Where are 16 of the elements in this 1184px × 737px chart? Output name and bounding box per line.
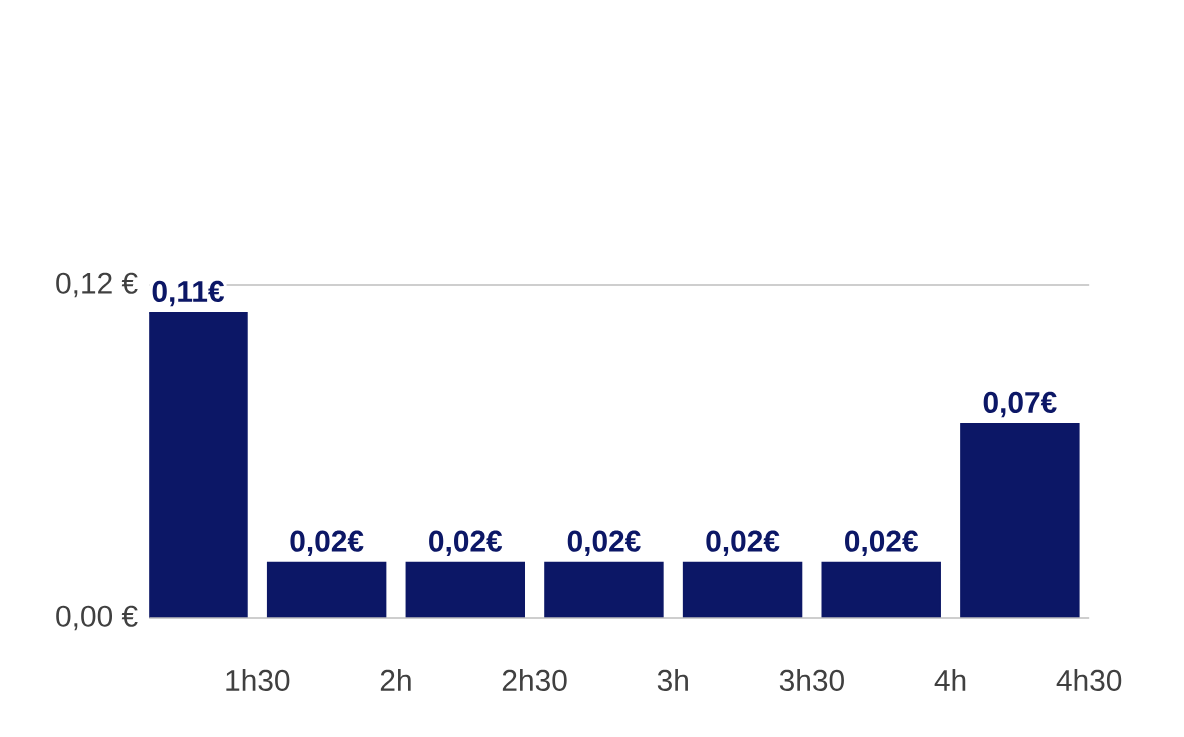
x-tick-label: 4h xyxy=(934,669,966,691)
x-tick-label: 2h30 xyxy=(502,669,567,691)
data-label: 0,11€ xyxy=(152,280,225,307)
data-label: 0,02€ xyxy=(290,530,364,557)
x-tick-label: 3h30 xyxy=(779,669,844,691)
x-tick-label: 4h30 xyxy=(1056,669,1122,691)
data-label: 0,07€ xyxy=(983,391,1057,418)
y-tick-label: 0,00 € xyxy=(56,605,138,631)
y-tick-label: 0,12 € xyxy=(56,272,138,298)
data-label: 0,02€ xyxy=(567,530,641,557)
x-tick-label: 2h xyxy=(380,669,411,691)
data-label: 0,02€ xyxy=(706,530,780,557)
x-tick-label: 3h xyxy=(657,669,688,691)
data-label: 0,02€ xyxy=(845,530,919,557)
x-tick-label: 1h30 xyxy=(226,669,290,691)
data-label: 0,02€ xyxy=(429,530,503,557)
